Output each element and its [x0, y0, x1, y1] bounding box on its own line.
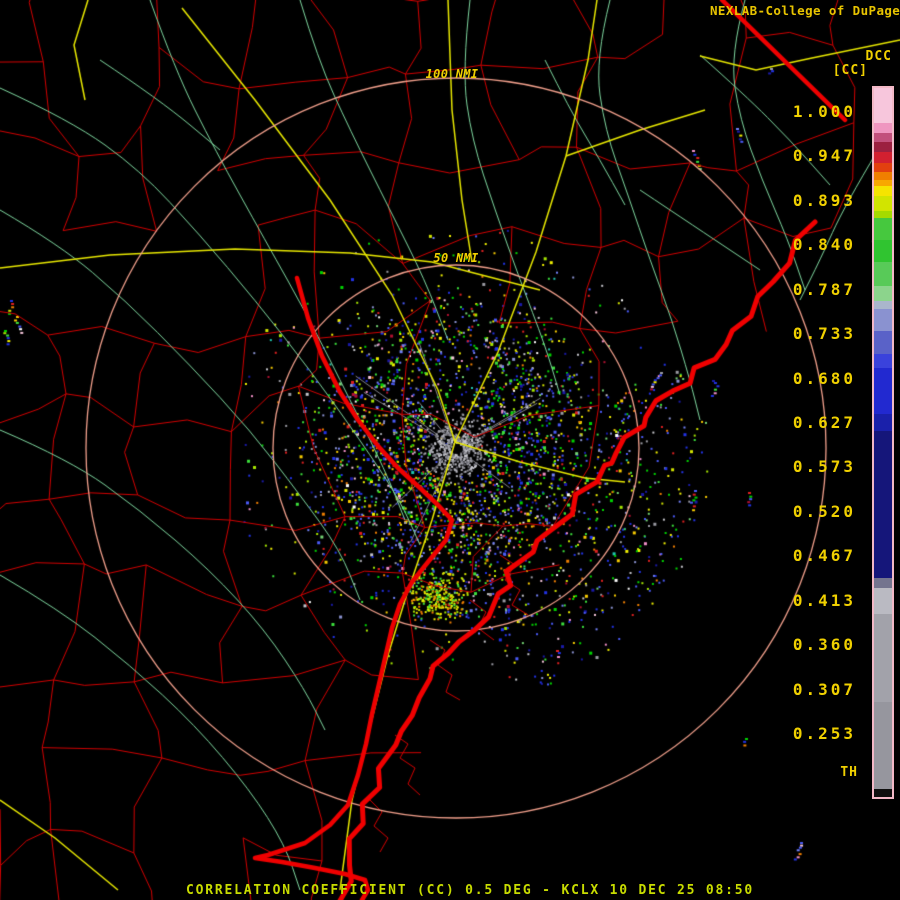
colorbar-tick-label: 0.413	[792, 591, 856, 610]
colorbar-segment	[874, 702, 892, 789]
colorbar-segment	[874, 789, 892, 797]
colorbar-tick-label: 0.467	[792, 546, 856, 565]
colorbar-threshold-label: TH	[840, 765, 858, 780]
colorbar	[872, 86, 894, 799]
colorbar-tick-label: 1.000	[792, 102, 856, 121]
colorbar-segment	[874, 301, 892, 309]
colorbar-tick-label: 0.893	[792, 191, 856, 210]
colorbar-tick-label: 0.733	[792, 324, 856, 343]
colorbar-segment	[874, 142, 892, 152]
colorbar-tick-label: 0.360	[792, 635, 856, 654]
colorbar-segment	[874, 172, 892, 180]
colorbar-segment	[874, 123, 892, 133]
colorbar-segment	[874, 133, 892, 142]
colorbar-tick-label: 0.520	[792, 502, 856, 521]
colorbar-segment	[874, 578, 892, 588]
colorbar-segment	[874, 354, 892, 368]
colorbar-segment	[874, 240, 892, 262]
colorbar-segment	[874, 186, 892, 196]
attribution-title: NEXLAB-College of DuPage Ra	[710, 3, 900, 18]
colorbar-tick-label: 0.307	[792, 680, 856, 699]
colorbar-segment	[874, 431, 892, 578]
colorbar-segment	[874, 218, 892, 240]
colorbar-segment	[874, 211, 892, 218]
colorbar-tick-label: 0.787	[792, 280, 856, 299]
colorbar-segment	[874, 152, 892, 163]
colorbar-segment	[874, 414, 892, 431]
colorbar-product-label: DCC	[865, 49, 892, 64]
colorbar-tick-label: 0.947	[792, 146, 856, 165]
colorbar-segment	[874, 262, 892, 286]
colorbar-segment	[874, 309, 892, 331]
colorbar-segment	[874, 331, 892, 354]
colorbar-unit-label: [CC]	[832, 63, 868, 78]
colorbar-segment	[874, 588, 892, 614]
product-status-line: CORRELATION COEFFICIENT (CC) 0.5 DEG - K…	[186, 883, 754, 898]
colorbar-segment	[874, 614, 892, 702]
colorbar-segment	[874, 88, 892, 123]
colorbar-tick-label: 0.840	[792, 235, 856, 254]
colorbar-segment	[874, 196, 892, 211]
colorbar-tick-label: 0.680	[792, 369, 856, 388]
colorbar-segment	[874, 368, 892, 414]
colorbar-segment	[874, 180, 892, 186]
range-ring-label-100nmi: 100 NMI	[425, 67, 479, 81]
colorbar-segment	[874, 286, 892, 301]
colorbar-segment	[874, 163, 892, 172]
colorbar-tick-label: 0.573	[792, 457, 856, 476]
colorbar-tick-label: 0.627	[792, 413, 856, 432]
range-ring-label-50nmi: 50 NMI	[433, 251, 479, 265]
colorbar-tick-label: 0.253	[792, 724, 856, 743]
